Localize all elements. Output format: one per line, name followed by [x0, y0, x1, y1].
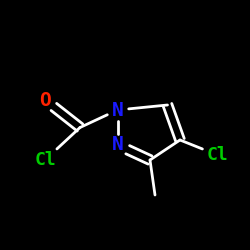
Text: N: N — [112, 100, 124, 119]
Text: Cl: Cl — [206, 146, 229, 164]
Text: O: O — [39, 90, 51, 110]
Text: Cl: Cl — [34, 151, 56, 169]
Text: N: N — [112, 136, 124, 154]
